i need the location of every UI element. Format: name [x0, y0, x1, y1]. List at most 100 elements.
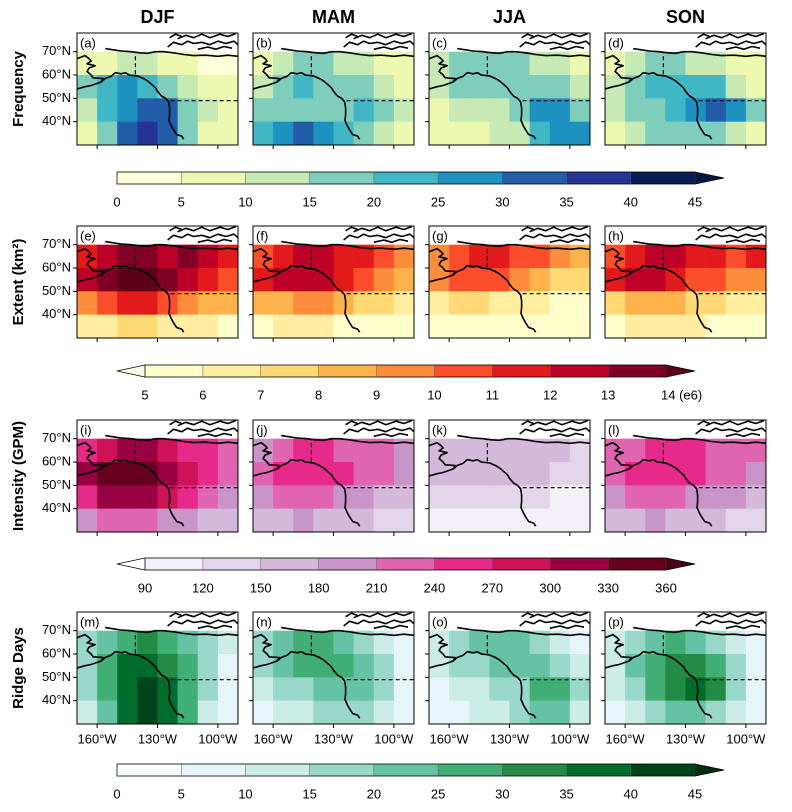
coastline [695, 40, 766, 48]
coastline [457, 47, 590, 58]
grid-cell [725, 98, 747, 122]
grid-cell [429, 98, 450, 122]
grid-cell [469, 314, 490, 338]
grid-cell [449, 314, 470, 338]
column-title: SON [666, 7, 705, 27]
coastline [343, 233, 414, 241]
y-tick-label: 60°N [42, 645, 71, 660]
colorbar-tick-label: 40 [624, 786, 638, 801]
grid-cell [645, 268, 666, 292]
grid-cell [529, 508, 551, 532]
grid-cell [529, 654, 551, 678]
grid-cell [725, 700, 747, 724]
grid-cell [137, 700, 158, 724]
coastline [353, 612, 413, 619]
grid-cell [529, 630, 551, 655]
colorbar-extension [694, 763, 725, 777]
panel-label: (e) [80, 228, 96, 243]
grid-cell [549, 485, 571, 509]
grid-cell [645, 75, 666, 99]
grid-cell [685, 268, 706, 292]
colorbar-tick-label: 9 [373, 387, 380, 402]
grid-cell [293, 314, 314, 338]
grid-cell [685, 485, 706, 509]
grid-cell [353, 291, 375, 315]
colorbar-tick-label: 7 [257, 387, 264, 402]
grid-cell [313, 462, 334, 486]
grid-cell [117, 654, 138, 678]
grid-cell [469, 677, 490, 701]
grid-cell [705, 462, 727, 486]
grid-cell [625, 700, 646, 724]
panel: (f) [249, 225, 415, 342]
grid-cell [645, 314, 666, 338]
grid-cell [177, 75, 199, 99]
grid-cell [353, 508, 375, 532]
grid-cell [313, 51, 334, 76]
panel-map [605, 612, 766, 724]
coastline [253, 54, 280, 83]
x-tick-label: 160°W [78, 731, 118, 746]
grid-cell [625, 244, 646, 269]
grid-cell [313, 654, 334, 678]
coastline [167, 40, 238, 48]
coastline [605, 650, 713, 719]
grid-cell [157, 700, 178, 724]
grid-cell [745, 630, 766, 655]
grid-cell [353, 244, 375, 269]
grid-cell [177, 630, 199, 655]
colorbar-bin [145, 365, 203, 377]
colorbar-tick-label: 0 [113, 786, 120, 801]
grid-cell [177, 485, 199, 509]
grid-cell [549, 508, 571, 532]
grid-cell [393, 51, 414, 76]
panel-map [77, 226, 238, 338]
coastline [725, 45, 761, 51]
colorbar-bin [492, 558, 551, 570]
grid-cell [705, 268, 727, 292]
colorbar-tick-label: 40 [624, 194, 638, 209]
coastline [105, 240, 238, 251]
grid-cell [529, 700, 551, 724]
panel-map [77, 33, 238, 145]
grid-cell [745, 654, 766, 678]
grid-cell [745, 462, 766, 486]
colorbar-bin [630, 172, 695, 184]
grid-cell [429, 314, 450, 338]
grid-cell [489, 508, 510, 532]
grid-cell [313, 485, 334, 509]
colorbar-tick-label: 30 [495, 786, 509, 801]
grid-cell [217, 700, 238, 724]
coastline [77, 71, 185, 140]
grid-cell [685, 677, 706, 701]
coastline [77, 650, 185, 719]
coastline [633, 626, 766, 637]
grid-cell [77, 291, 98, 315]
grid-cell [625, 508, 646, 532]
coastline [373, 624, 409, 630]
grid-cell [293, 75, 314, 99]
coastline [521, 33, 534, 39]
grid-cell [605, 508, 626, 532]
coastline [197, 45, 233, 51]
grid-cell [665, 244, 686, 269]
x-tick-label: 160°W [606, 731, 646, 746]
colorbar-bin [181, 172, 246, 184]
grid-cell [293, 462, 314, 486]
grid-cell [253, 700, 274, 724]
panel: (k) [425, 419, 591, 536]
colorbar-bin [318, 365, 377, 377]
grid-cell [117, 677, 138, 701]
x-tick-label: 100°W [550, 731, 590, 746]
grid-cell [373, 630, 395, 655]
grid-cell [665, 268, 686, 292]
coastline [605, 441, 632, 470]
grid-cell [625, 677, 646, 701]
colorbar-tick-label: 10 [238, 786, 252, 801]
colorbar-bin [492, 365, 551, 377]
panel: (a) 70°N 60°N 50°N 40°N [42, 32, 239, 149]
grid-cell [273, 485, 294, 509]
coastline [705, 420, 765, 427]
grid-cell [353, 630, 375, 655]
